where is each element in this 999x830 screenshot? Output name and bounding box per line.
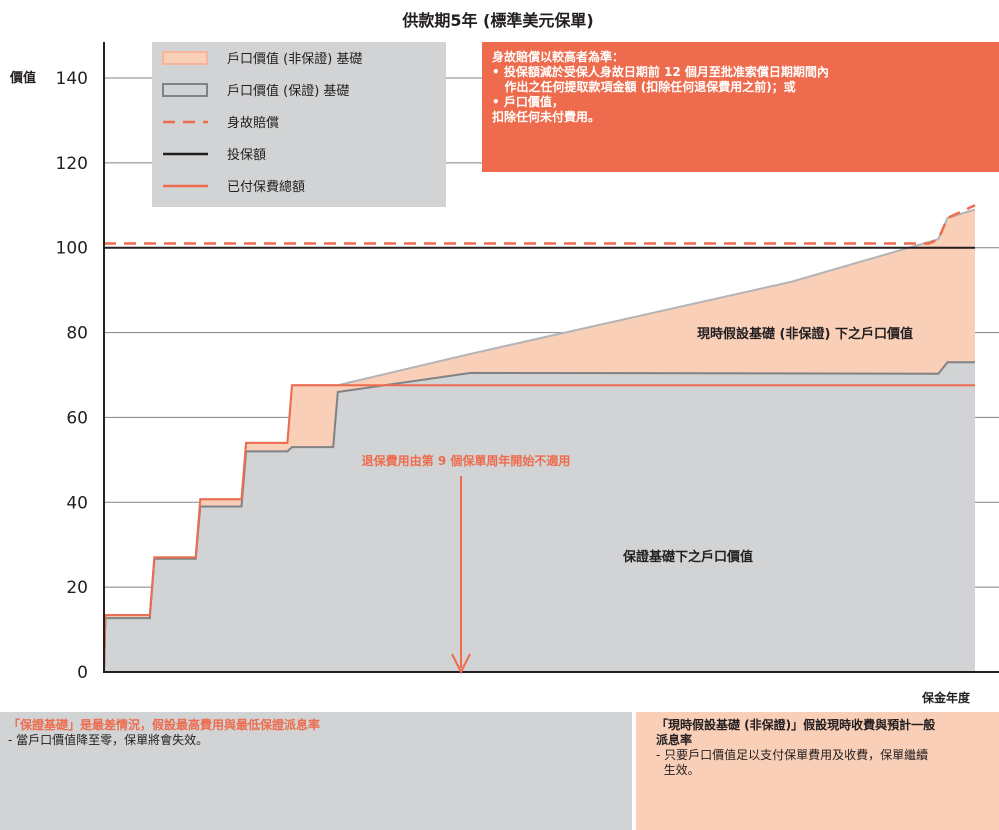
nonguaranteed-note-body: - 只要戶口價值足以支付保單費用及收費，保單繼續 生效。 [656,748,929,777]
arrow-head [451,653,471,675]
chart: 0 20 40 60 80 100 120 140 供款期5年 (標準美元保單) 價值 保金年… [9,11,999,705]
y-tick-label: 40 [66,493,88,513]
legend-box [152,42,446,207]
annotation-nonguaranteed-label: 現時假設基礎 (非保證) 下之戶口價值 [697,326,913,342]
guaranteed-note-title: 「保證基礎」是最差情況，假設最高費用與最低保證派息率 [8,718,321,732]
y-tick-label: 20 [66,578,88,598]
legend-swatch [162,51,208,65]
x-axis-label: 保金年度 [921,690,971,705]
annotation-surrender-label: 退保費用由第 9 個保單周年開始不適用 [362,453,571,468]
area-guaranteed-value [104,362,975,672]
nonguaranteed-note-title: 「現時假設基礎 (非保證)」假設現時收費與預計一般 [656,718,936,732]
annotation-guaranteed-label: 保證基礎下之戶口價值 [622,549,753,565]
guaranteed-basis-note: 「保證基礎」是最差情況，假設最高費用與最低保證派息率 - 當戶口價值降至零，保單… [0,712,632,830]
chart-title: 供款期5年 (標準美元保單) [401,11,593,30]
y-tick-label: 100 [56,239,88,259]
legend-label: 身故賠償 [227,115,279,131]
legend-label: 戶口價值 (保證) 基礎 [227,83,349,99]
y-tick-label: 120 [56,154,88,174]
death-benefit-callout: 身故賠償以較高者為準： • 投保額減於受保人身故日期前 12 個月至批准索償日期… [482,42,999,172]
y-tick-label: 80 [66,324,88,344]
nonguaranteed-basis-note: 「現時假設基礎 (非保證)」假設現時收費與預計一般 派息率 - 只要戶口價值足以… [636,712,999,830]
nonguaranteed-note-title-2: 派息率 [656,733,693,747]
y-tick-labels: 0 20 40 60 80 100 120 140 [56,69,88,683]
legend-label: 投保額 [227,147,266,163]
legend-label: 已付保費總額 [227,179,305,195]
y-axis-label: 價值 [9,70,36,86]
y-tick-label: 0 [77,663,88,683]
legend-swatch [162,83,208,97]
surrender-arrow [451,476,471,675]
guaranteed-note-body: - 當戶口價值降至零，保單將會失效。 [8,733,209,747]
line-death-benefit [104,204,976,245]
legend-label: 戶口價值 (非保證) 基礎 [227,51,362,67]
y-tick-label: 60 [66,408,88,428]
line-total-premium [103,384,975,673]
y-tick-label: 140 [56,69,88,89]
